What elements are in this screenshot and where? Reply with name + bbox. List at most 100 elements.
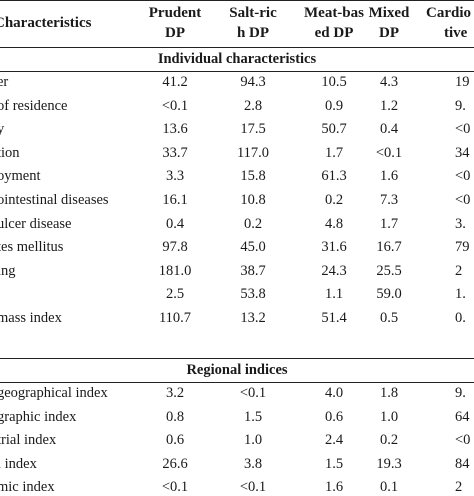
table-cell: 4.0 (324, 385, 344, 401)
table-cell: 0.5 (379, 310, 399, 326)
table-cell: 38.7 (240, 262, 266, 279)
table-cell: 19.3 (376, 455, 402, 472)
table-cell: 45.0 (240, 239, 266, 256)
table-cell: 13.2 (240, 310, 266, 326)
table-cell: 117.0 (236, 144, 270, 161)
table-cell: 34 (455, 144, 470, 161)
table-cell: 0.1 (379, 479, 399, 496)
table-cell: 31.6 (321, 239, 347, 256)
header-col-3-line2: ed DP (314, 25, 354, 41)
row-label: graphic index (0, 408, 77, 425)
table-cell: 0.6 (324, 408, 344, 425)
table-cell: <0.1 (239, 385, 267, 401)
table-cell: 2 (455, 262, 463, 279)
table-cell: 3.3 (165, 168, 185, 185)
row-label: oyment (0, 168, 41, 185)
table-cell: 2.8 (243, 97, 263, 114)
table-cell: 59.0 (376, 286, 402, 303)
table-cell: 181.0 (158, 262, 192, 279)
table-cell: 2 (455, 479, 463, 496)
table-cell: 50.7 (321, 121, 347, 138)
table-cell: <0.1 (161, 479, 189, 496)
header-col-3-line1: Meat-bas (304, 5, 364, 21)
table-cell: 1.7 (379, 215, 399, 232)
table-cell: 2.4 (324, 432, 344, 449)
table-cell: 17.5 (240, 121, 266, 138)
row-label: ing (0, 262, 16, 279)
table-cell: 13.6 (162, 121, 188, 138)
header-col-2-line1: Salt-ric (229, 5, 277, 21)
top-rule (0, 0, 474, 1)
table-cell: 0.8 (165, 408, 185, 425)
table-cell: 26.6 (162, 455, 188, 472)
section-title-individual: Individual characteristics (157, 51, 317, 67)
table-cell: <0 (455, 121, 471, 138)
header-col-1-line1: Prudent (148, 5, 202, 21)
table-cell: 0.4 (165, 215, 185, 232)
table-cell: 3.2 (165, 385, 185, 401)
row-label: er (0, 74, 9, 90)
table-cell: <0 (455, 192, 471, 208)
row-label: ointestinal diseases (0, 192, 109, 208)
header-col-5-line2: tive (444, 25, 468, 41)
table-cell: 19 (455, 74, 470, 90)
header-col-2-line2: h DP (236, 25, 270, 41)
table-cell: 1.0 (243, 432, 263, 449)
table-cell: 1.0 (379, 408, 399, 425)
table-cell: 53.8 (240, 286, 266, 303)
table-cell: 24.3 (321, 262, 347, 279)
row-label: mass index (0, 310, 62, 326)
table-cell: 4.8 (324, 215, 344, 232)
table-cell: <0 (455, 168, 471, 185)
table-cell: 51.4 (321, 310, 347, 326)
table-cell: <0.1 (239, 479, 267, 496)
table-cell: 9. (455, 97, 466, 114)
table-cell: 33.7 (162, 144, 188, 161)
table-cell: 1.5 (324, 455, 344, 472)
table-cell: <0.1 (161, 97, 189, 114)
table-cell: 41.2 (162, 74, 188, 90)
row-label: l index (0, 455, 37, 472)
header-rule (0, 47, 474, 48)
table-cell: 1.8 (379, 385, 399, 401)
header-col-1-line2: DP (165, 25, 185, 41)
table-cell: 79 (455, 239, 470, 256)
table-cell: 1. (455, 286, 466, 303)
row-label: of residence (0, 97, 68, 114)
row-label: y (0, 121, 5, 138)
table-cell: 97.8 (162, 239, 188, 256)
header-col-4-line1: Mixed (368, 5, 410, 21)
table-cell: 1.1 (324, 286, 344, 303)
header-col-4-line2: DP (379, 25, 399, 41)
section-rule-regional (0, 382, 474, 383)
table-cell: 1.7 (324, 144, 344, 161)
table-cell: 9. (455, 385, 466, 401)
table-cell: 0.4 (379, 121, 399, 138)
table-cell: 15.8 (240, 168, 266, 185)
table-cell: 84 (455, 455, 470, 472)
header-col-5-line1: Cardio (426, 5, 471, 21)
table-cell: 64 (455, 408, 470, 425)
table-cell: 0.9 (324, 97, 344, 114)
table-cell: 110.7 (158, 310, 192, 326)
table-cell: 3.8 (243, 455, 263, 472)
table-cell: 61.3 (321, 168, 347, 185)
section-title-regional: Regional indices (186, 362, 288, 378)
table-cell: 25.5 (376, 262, 402, 279)
table-cell: 94.3 (240, 74, 266, 90)
table-cell: 1.6 (379, 168, 399, 185)
table-cell: 7.3 (379, 192, 399, 208)
table-cell: <0 (455, 432, 471, 449)
table-cell: 16.7 (376, 239, 402, 256)
table-cell: 10.8 (240, 192, 266, 208)
table-cell: 0. (455, 310, 466, 326)
section-rule-individual (0, 71, 474, 72)
table-cell: 1.2 (379, 97, 399, 114)
table-cell: 0.2 (379, 432, 399, 449)
table-cell: 10.5 (321, 74, 347, 90)
table-cell: 3. (455, 215, 466, 232)
table-cell: 2.5 (165, 286, 185, 303)
table-cell: 4.3 (379, 74, 399, 90)
row-label: tion (0, 144, 20, 161)
